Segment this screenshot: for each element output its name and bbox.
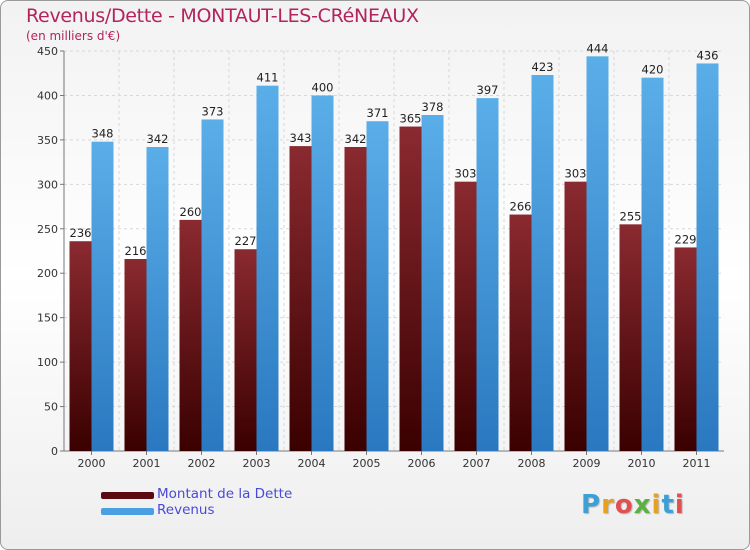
bar-debt <box>454 181 477 451</box>
data-label-revenus: 373 <box>202 104 224 118</box>
logo-letter: x <box>633 490 652 520</box>
y-tick-label: 250 <box>37 223 58 236</box>
bar-revenus <box>531 75 554 451</box>
bar-debt <box>69 241 92 451</box>
data-label-debt: 266 <box>510 200 532 214</box>
chart-subtitle: (en milliers d'€) <box>26 29 121 43</box>
x-tick-label: 2002 <box>188 457 216 470</box>
data-label-revenus: 411 <box>257 71 279 85</box>
bar-revenus <box>586 56 609 451</box>
data-label-debt: 365 <box>400 112 422 126</box>
bar-revenus <box>146 147 169 451</box>
logo-letter: t <box>661 490 675 520</box>
logo-letter: i <box>674 490 685 520</box>
data-label-debt: 260 <box>180 205 202 219</box>
x-tick-label: 2004 <box>298 457 326 470</box>
data-label-revenus: 342 <box>147 132 169 146</box>
data-label-debt: 216 <box>125 244 147 258</box>
y-tick-label: 50 <box>44 401 58 414</box>
proxiti-logo: Proxiti <box>581 490 685 520</box>
bar-revenus <box>201 119 224 451</box>
x-tick-label: 2006 <box>408 457 436 470</box>
x-tick-label: 2003 <box>243 457 271 470</box>
bar-revenus <box>696 63 719 451</box>
x-tick-label: 2011 <box>683 457 711 470</box>
bar-revenus <box>476 98 499 451</box>
x-tick-label: 2001 <box>133 457 161 470</box>
logo-letter: o <box>614 490 634 520</box>
data-label-revenus: 371 <box>367 106 389 120</box>
logo-letter: r <box>601 490 615 520</box>
bar-revenus <box>256 85 279 452</box>
data-label-debt: 343 <box>290 131 312 145</box>
x-tick-label: 2008 <box>518 457 546 470</box>
grid-lines <box>64 50 724 451</box>
bar-debt <box>674 247 697 451</box>
y-tick-label: 100 <box>37 356 58 369</box>
data-label-debt: 229 <box>675 232 697 246</box>
x-tick-label: 2005 <box>353 457 381 470</box>
legend-label-debt: Montant de la Dette <box>157 486 293 502</box>
data-label-revenus: 400 <box>312 80 334 94</box>
logo-letter: P <box>581 490 602 520</box>
bar-debt <box>344 147 367 451</box>
data-label-debt: 227 <box>235 234 257 248</box>
data-label-revenus: 378 <box>422 100 444 114</box>
bar-debt <box>179 219 202 451</box>
data-label-revenus: 348 <box>92 127 114 141</box>
bar-revenus <box>421 115 444 451</box>
y-tick-label: 200 <box>37 267 58 280</box>
bar-debt <box>399 126 422 452</box>
data-label-revenus: 436 <box>697 48 719 62</box>
data-label-revenus: 420 <box>642 63 664 77</box>
y-tick-label: 400 <box>37 89 58 102</box>
bar-revenus <box>641 77 664 452</box>
x-tick-label: 2009 <box>573 457 601 470</box>
bar-debt <box>564 181 587 451</box>
data-label-debt: 342 <box>345 132 367 146</box>
y-tick-label: 300 <box>37 178 58 191</box>
data-label-debt: 303 <box>455 167 477 181</box>
bar-revenus <box>91 141 114 451</box>
y-tick-label: 350 <box>37 134 58 147</box>
legend-swatch-revenus <box>101 508 154 515</box>
y-tick-label: 450 <box>37 45 58 58</box>
logo-letter: i <box>651 490 662 520</box>
legend-label-revenus: Revenus <box>157 502 215 518</box>
bar-revenus <box>311 95 334 451</box>
x-tick-label: 2010 <box>628 457 656 470</box>
bar-debt <box>289 146 312 451</box>
bar-debt <box>509 214 532 451</box>
chart-title: Revenus/Dette - MONTAUT-LES-CRéNEAUX <box>26 5 419 27</box>
bar-debt <box>619 224 642 451</box>
data-label-debt: 303 <box>565 167 587 181</box>
data-label-revenus: 444 <box>587 41 609 55</box>
bar-revenus <box>366 121 389 451</box>
data-label-debt: 236 <box>70 226 92 240</box>
data-label-revenus: 423 <box>532 60 554 74</box>
bars <box>69 56 719 452</box>
y-tick-label: 150 <box>37 312 58 325</box>
bar-debt <box>234 249 257 451</box>
data-label-revenus: 397 <box>477 83 499 97</box>
legend-swatch-debt <box>101 492 154 499</box>
y-tick-label: 0 <box>51 445 58 458</box>
axes: 0 50 100 150 200 250 300 350 400 450 2000 2001 2002 2… <box>37 45 724 470</box>
data-label-debt: 255 <box>620 209 642 223</box>
bar-debt <box>124 259 147 451</box>
x-tick-label: 2000 <box>78 457 106 470</box>
x-tick-label: 2007 <box>463 457 491 470</box>
